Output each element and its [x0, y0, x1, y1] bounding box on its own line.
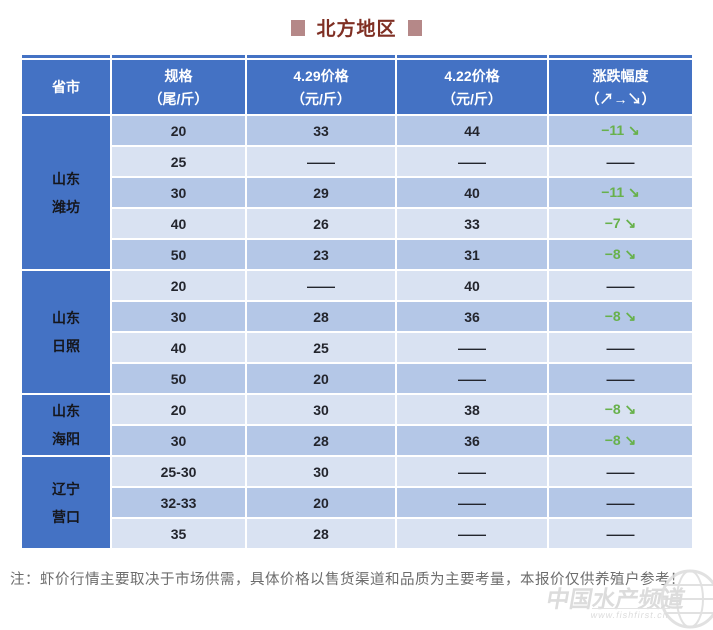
col-header-province: 省市	[22, 60, 110, 114]
spec-cell: 30	[112, 302, 245, 331]
province-line: 山东	[52, 170, 80, 187]
col-header-change: 涨跌幅度 （↗→↘）	[549, 60, 692, 114]
watermark-url: www.fishfirst.cn	[589, 608, 671, 620]
province-line: 山东	[52, 403, 80, 419]
spec-cell: 50	[112, 364, 245, 393]
change-cell: −8 ↘	[549, 426, 692, 455]
change-cell: −11 ↘	[549, 116, 692, 145]
price-0422-cell: 40	[397, 271, 547, 300]
province-cell-shandong-haiyang: 山东 海阳	[22, 395, 110, 455]
price-0422-cell: 36	[397, 302, 547, 331]
change-cell: −11 ↘	[549, 178, 692, 207]
page-title-bar: 北方地区	[0, 14, 713, 41]
spec-cell: 50	[112, 240, 245, 269]
col-header-unit: （元/斤）	[291, 90, 351, 107]
change-cell: ——	[549, 488, 692, 517]
price-0422-cell: 38	[397, 395, 547, 424]
change-cell: ——	[549, 147, 692, 176]
change-cell: −8 ↘	[549, 240, 692, 269]
price-0429-cell: 30	[247, 457, 395, 486]
price-0422-cell: ——	[397, 364, 547, 393]
province-line: 潍坊	[52, 198, 80, 215]
change-cell: ——	[549, 457, 692, 486]
change-cell: −7 ↘	[549, 209, 692, 238]
spec-cell: 35	[112, 519, 245, 548]
spec-cell: 20	[112, 395, 245, 424]
price-0422-cell: 36	[397, 426, 547, 455]
price-0429-cell: 20	[247, 364, 395, 393]
col-header-unit: （↗→↘）	[585, 90, 656, 107]
footnote: 注：虾价行情主要取决于市场供需，具体价格以售货渠道和品质为主要考量，本报价仅供养…	[10, 572, 685, 588]
col-header-label: 涨跌幅度	[592, 67, 649, 84]
table-top-strip	[112, 55, 245, 58]
province-line: 山东	[52, 310, 80, 326]
col-header-label: 规格	[164, 67, 193, 84]
spec-cell: 40	[112, 333, 245, 362]
price-0422-cell: 31	[397, 240, 547, 269]
price-0422-cell: 40	[397, 178, 547, 207]
page-title: 北方地区	[316, 19, 397, 40]
col-header-unit: （元/斤）	[442, 90, 502, 107]
col-header-label: 4.22价格	[444, 67, 500, 84]
spec-cell: 25-30	[112, 457, 245, 486]
table-top-strip	[549, 55, 692, 58]
price-0422-cell: ——	[397, 488, 547, 517]
table-top-strip	[22, 55, 110, 58]
price-0429-cell: 25	[247, 333, 395, 362]
change-cell: −8 ↘	[549, 395, 692, 424]
table-top-strip	[397, 55, 547, 58]
col-header-price-0422: 4.22价格 （元/斤）	[397, 60, 547, 114]
spec-cell: 25	[112, 147, 245, 176]
spec-cell: 30	[112, 426, 245, 455]
price-table: 省市 规格 （尾/斤） 4.29价格 （元/斤） 4.22价格 （元/斤） 涨跌…	[22, 55, 692, 548]
price-0429-cell: 28	[247, 302, 395, 331]
spec-cell: 20	[112, 116, 245, 145]
spec-cell: 40	[112, 209, 245, 238]
col-header-price-0429: 4.29价格 （元/斤）	[247, 60, 395, 114]
province-cell-shandong-rizhao: 山东 日照	[22, 271, 110, 393]
province-line: 海阳	[52, 431, 80, 447]
price-0422-cell: 33	[397, 209, 547, 238]
price-0429-cell: ——	[247, 147, 395, 176]
price-0429-cell: 28	[247, 426, 395, 455]
change-cell: ——	[549, 271, 692, 300]
title-marker-left-icon	[291, 19, 306, 36]
spec-cell: 20	[112, 271, 245, 300]
spec-cell: 32-33	[112, 488, 245, 517]
change-cell: −8 ↘	[549, 302, 692, 331]
province-cell-shandong-weifang: 山东 潍坊	[22, 116, 110, 269]
change-cell: ——	[549, 364, 692, 393]
price-0429-cell: 30	[247, 395, 395, 424]
price-0422-cell: ——	[397, 457, 547, 486]
province-cell-liaoning-yingkou: 辽宁 营口	[22, 457, 110, 548]
spec-cell: 30	[112, 178, 245, 207]
col-header-label: 4.29价格	[293, 67, 349, 84]
price-0429-cell: ——	[247, 271, 395, 300]
change-cell: ——	[549, 519, 692, 548]
change-cell: ——	[549, 333, 692, 362]
col-header-unit: （尾/斤）	[148, 90, 209, 107]
province-line: 辽宁	[52, 480, 80, 497]
price-0429-cell: 29	[247, 178, 395, 207]
price-0422-cell: ——	[397, 333, 547, 362]
col-header-label: 省市	[52, 79, 80, 95]
price-0429-cell: 33	[247, 116, 395, 145]
price-0429-cell: 23	[247, 240, 395, 269]
price-0429-cell: 20	[247, 488, 395, 517]
price-0429-cell: 26	[247, 209, 395, 238]
price-0422-cell: ——	[397, 147, 547, 176]
title-marker-right-icon	[407, 19, 422, 36]
col-header-spec: 规格 （尾/斤）	[112, 60, 245, 114]
price-0429-cell: 28	[247, 519, 395, 548]
province-line: 营口	[52, 508, 80, 525]
province-line: 日照	[52, 338, 80, 354]
price-0422-cell: 44	[397, 116, 547, 145]
table-top-strip	[247, 55, 395, 58]
price-0422-cell: ——	[397, 519, 547, 548]
